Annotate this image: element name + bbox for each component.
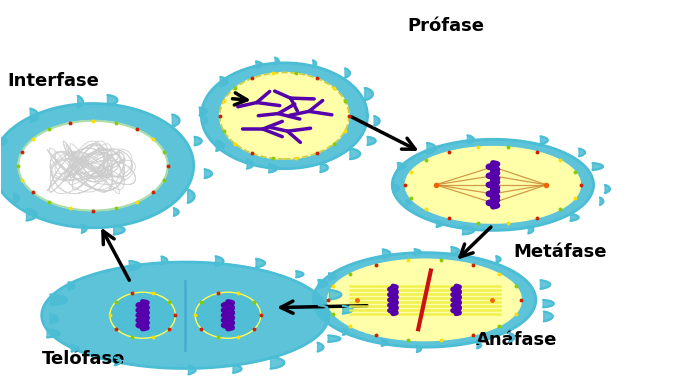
Polygon shape (1, 138, 7, 145)
Polygon shape (172, 114, 179, 127)
Polygon shape (383, 249, 390, 258)
Polygon shape (247, 160, 253, 169)
Text: Prófase: Prófase (408, 17, 484, 35)
Polygon shape (199, 107, 207, 116)
Polygon shape (174, 208, 179, 216)
Polygon shape (382, 339, 387, 346)
Polygon shape (30, 109, 38, 122)
Polygon shape (77, 96, 83, 108)
Polygon shape (345, 69, 350, 78)
Polygon shape (329, 273, 336, 280)
Polygon shape (256, 61, 262, 68)
Polygon shape (543, 300, 553, 307)
Polygon shape (256, 259, 265, 268)
Polygon shape (544, 311, 553, 321)
Polygon shape (350, 149, 360, 159)
Polygon shape (407, 200, 411, 205)
Polygon shape (579, 149, 585, 156)
Polygon shape (393, 184, 399, 192)
Polygon shape (162, 256, 167, 264)
Polygon shape (71, 345, 79, 352)
Polygon shape (216, 141, 224, 151)
Polygon shape (496, 256, 501, 263)
Polygon shape (467, 136, 474, 143)
Polygon shape (374, 116, 379, 126)
Polygon shape (416, 346, 421, 352)
Polygon shape (195, 137, 201, 145)
Polygon shape (201, 63, 367, 169)
Polygon shape (296, 271, 303, 277)
Polygon shape (540, 136, 548, 144)
Polygon shape (540, 280, 550, 289)
Polygon shape (436, 221, 443, 227)
Polygon shape (321, 163, 327, 172)
Ellipse shape (220, 72, 349, 159)
Polygon shape (42, 262, 329, 368)
Polygon shape (271, 357, 284, 369)
Polygon shape (27, 209, 37, 221)
Polygon shape (398, 163, 406, 170)
Polygon shape (462, 226, 474, 234)
Polygon shape (188, 189, 195, 203)
Polygon shape (427, 143, 436, 154)
Polygon shape (477, 342, 482, 348)
Polygon shape (600, 198, 603, 205)
Polygon shape (204, 117, 208, 123)
Polygon shape (365, 88, 373, 100)
Polygon shape (605, 185, 610, 193)
Polygon shape (221, 77, 227, 86)
Polygon shape (108, 95, 117, 105)
Polygon shape (328, 335, 340, 342)
Text: Telófase: Telófase (42, 350, 125, 368)
Polygon shape (188, 365, 195, 374)
Text: Anáfase: Anáfase (476, 331, 557, 349)
Ellipse shape (327, 259, 521, 341)
Text: Interfase: Interfase (8, 72, 99, 90)
Polygon shape (593, 163, 603, 170)
Polygon shape (367, 137, 375, 145)
Polygon shape (205, 169, 212, 178)
Polygon shape (216, 256, 223, 266)
Polygon shape (68, 282, 75, 290)
Polygon shape (51, 295, 67, 305)
Polygon shape (275, 58, 279, 64)
Polygon shape (318, 343, 323, 352)
Polygon shape (114, 225, 125, 234)
Polygon shape (14, 194, 19, 203)
Polygon shape (50, 314, 58, 323)
Polygon shape (342, 306, 353, 314)
Ellipse shape (406, 147, 581, 223)
Text: Metáfase: Metáfase (513, 243, 607, 261)
Polygon shape (313, 60, 316, 67)
Polygon shape (571, 214, 579, 221)
Polygon shape (528, 226, 534, 233)
Polygon shape (414, 249, 421, 255)
Polygon shape (319, 280, 327, 288)
Polygon shape (343, 329, 348, 335)
Ellipse shape (18, 121, 168, 211)
Polygon shape (451, 247, 459, 254)
Polygon shape (129, 261, 140, 270)
Ellipse shape (110, 292, 175, 338)
Polygon shape (329, 290, 341, 300)
Polygon shape (233, 365, 242, 373)
Polygon shape (0, 104, 194, 228)
Ellipse shape (195, 292, 261, 338)
Polygon shape (115, 357, 121, 365)
Polygon shape (82, 224, 86, 233)
Polygon shape (313, 253, 536, 347)
Polygon shape (47, 330, 60, 337)
Polygon shape (393, 139, 594, 230)
Polygon shape (319, 305, 327, 311)
Polygon shape (269, 164, 277, 172)
Polygon shape (509, 333, 514, 342)
